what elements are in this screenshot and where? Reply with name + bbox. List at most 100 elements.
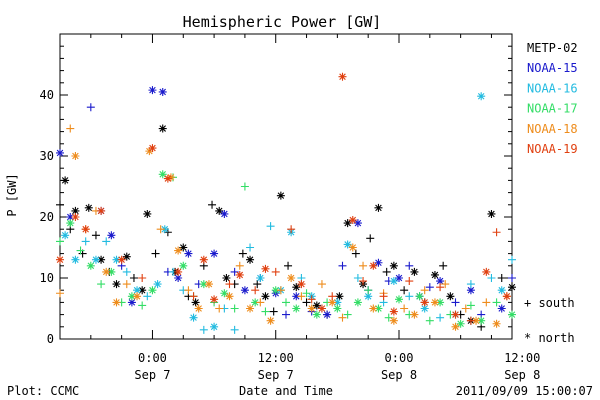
south-point — [359, 261, 368, 270]
north-point — [112, 298, 121, 307]
north-point — [194, 304, 203, 313]
north-point — [210, 295, 219, 304]
north-point — [204, 280, 213, 289]
north-point — [240, 286, 249, 295]
south-point — [351, 249, 360, 258]
north-point — [56, 255, 64, 264]
north-point — [430, 270, 439, 279]
series-noaa-16 — [61, 92, 516, 334]
south-point — [256, 298, 265, 307]
south-point — [353, 274, 362, 282]
north-point — [158, 124, 167, 133]
south-point — [400, 304, 409, 313]
data-points — [56, 72, 516, 334]
north-point — [61, 231, 70, 240]
north-point — [199, 280, 208, 289]
north-point — [271, 286, 280, 295]
north-point — [389, 316, 398, 325]
north-point — [364, 292, 373, 301]
south-point — [91, 231, 100, 240]
x-tick-time-label: 0:00 — [385, 351, 414, 365]
chart-title: Hemispheric Power [GW] — [183, 13, 382, 31]
legend-noaa-16: NOAA-16 — [527, 81, 578, 95]
north-point — [395, 295, 403, 304]
north-point — [71, 152, 80, 160]
south-point — [246, 243, 255, 252]
south-point — [215, 304, 224, 313]
north-point — [133, 292, 142, 301]
south-point — [466, 280, 475, 289]
south-point — [276, 286, 285, 295]
north-point — [410, 267, 419, 276]
series-noaa-18 — [56, 124, 511, 331]
legend-south: + south — [524, 296, 575, 310]
north-point — [487, 209, 496, 218]
north-point — [127, 292, 136, 301]
north-point — [348, 243, 357, 252]
north-point — [71, 206, 80, 215]
north-point — [261, 292, 270, 301]
south-point — [302, 289, 311, 298]
north-point — [502, 292, 511, 301]
x-tick-time-label: 12:00 — [258, 351, 294, 365]
marker-legend: + south * north — [524, 296, 575, 345]
south-point — [76, 246, 85, 255]
south-point — [271, 267, 280, 276]
north-point — [472, 316, 481, 325]
south-point — [261, 307, 270, 316]
north-point — [420, 298, 429, 307]
south-point — [122, 280, 131, 289]
south-point — [317, 280, 326, 289]
north-point — [71, 213, 80, 221]
south-point — [251, 286, 260, 295]
south-point — [282, 310, 290, 319]
north-point — [191, 298, 200, 307]
north-point — [56, 148, 64, 157]
north-point — [235, 270, 244, 279]
north-point — [66, 213, 75, 221]
south-point — [436, 283, 445, 292]
north-point — [420, 304, 429, 313]
north-point — [497, 304, 506, 313]
plot-credit: Plot: CCMC — [7, 384, 79, 398]
south-point — [382, 267, 391, 276]
north-point — [210, 249, 219, 258]
north-point — [97, 206, 106, 215]
north-point — [122, 252, 131, 261]
north-point — [220, 209, 229, 218]
north-point — [482, 267, 491, 276]
south-point — [189, 292, 198, 301]
south-point — [487, 274, 496, 282]
south-point — [66, 124, 75, 133]
south-point — [492, 298, 501, 307]
south-point — [466, 301, 475, 310]
north-point — [251, 298, 260, 307]
north-point — [225, 292, 234, 301]
north-point — [451, 310, 460, 319]
south-point — [405, 261, 414, 270]
north-point — [127, 298, 136, 307]
south-point — [441, 280, 450, 289]
south-point — [297, 292, 306, 301]
y-tick-label: 40 — [40, 88, 54, 102]
north-point — [389, 307, 398, 316]
legend-noaa-17: NOAA-17 — [527, 102, 578, 116]
south-point — [184, 286, 193, 295]
x-tick-date-label: Sep 8 — [381, 368, 417, 382]
south-point — [284, 261, 293, 270]
y-axis-label: P [GW] — [5, 173, 19, 216]
north-point — [256, 274, 265, 282]
south-point — [405, 277, 414, 286]
north-point — [323, 310, 332, 319]
south-point — [129, 274, 138, 282]
south-point — [282, 298, 290, 307]
north-point — [81, 225, 90, 234]
north-point — [508, 283, 516, 292]
north-point — [389, 277, 398, 286]
north-point — [317, 304, 326, 313]
north-point — [215, 206, 224, 215]
south-point — [328, 292, 337, 301]
x-tick-date-label: Sep 8 — [504, 368, 540, 382]
north-point — [71, 255, 80, 264]
